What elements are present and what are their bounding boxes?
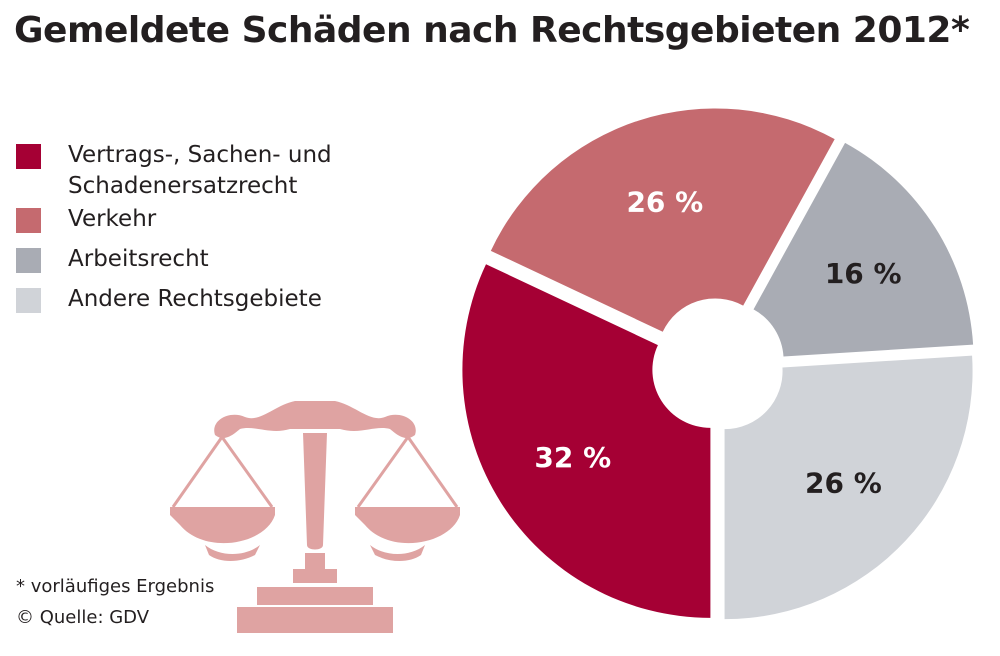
legend-label-arbeitsrecht: Arbeitsrecht	[68, 246, 209, 272]
legend-item-andere: Andere Rechtsgebiete	[16, 284, 368, 315]
legend-item-verkehr: Verkehr	[16, 204, 368, 235]
legend-swatch-arbeitsrecht	[16, 248, 41, 273]
data-label-verkehr: 26 %	[626, 185, 703, 218]
pie-slice-andere	[724, 355, 973, 620]
pie-slice-vertragsrecht	[462, 264, 711, 618]
data-label-arbeitsrecht: 16 %	[825, 257, 902, 290]
legend-swatch-andere	[16, 288, 41, 313]
legend-label-vertragsrecht: Vertrags-, Sachen- und Schadenersatzrech…	[68, 142, 332, 199]
scales-of-justice-icon	[170, 401, 460, 633]
legend-label-verkehr: Verkehr	[68, 206, 157, 232]
legend-swatch-verkehr	[16, 208, 41, 233]
source-note: © Quelle: GDV	[16, 607, 150, 628]
chart-title: Gemeldete Schäden nach Rechtsgebieten 20…	[14, 10, 970, 51]
data-label-andere: 26 %	[805, 467, 882, 500]
footnote: * vorläufiges Ergebnis	[16, 576, 215, 597]
legend-swatch-vertragsrecht	[16, 144, 41, 169]
legend-item-vertragsrecht: Vertrags-, Sachen- und Schadenersatzrech…	[16, 140, 338, 202]
pie-slice-verkehr	[490, 108, 835, 332]
legend-label-andere: Andere Rechtsgebiete	[68, 286, 322, 312]
legend-item-arbeitsrecht: Arbeitsrecht	[16, 244, 368, 275]
data-label-vertragsrecht: 32 %	[534, 441, 611, 474]
pie-slice-arbeitsrecht	[753, 142, 974, 357]
